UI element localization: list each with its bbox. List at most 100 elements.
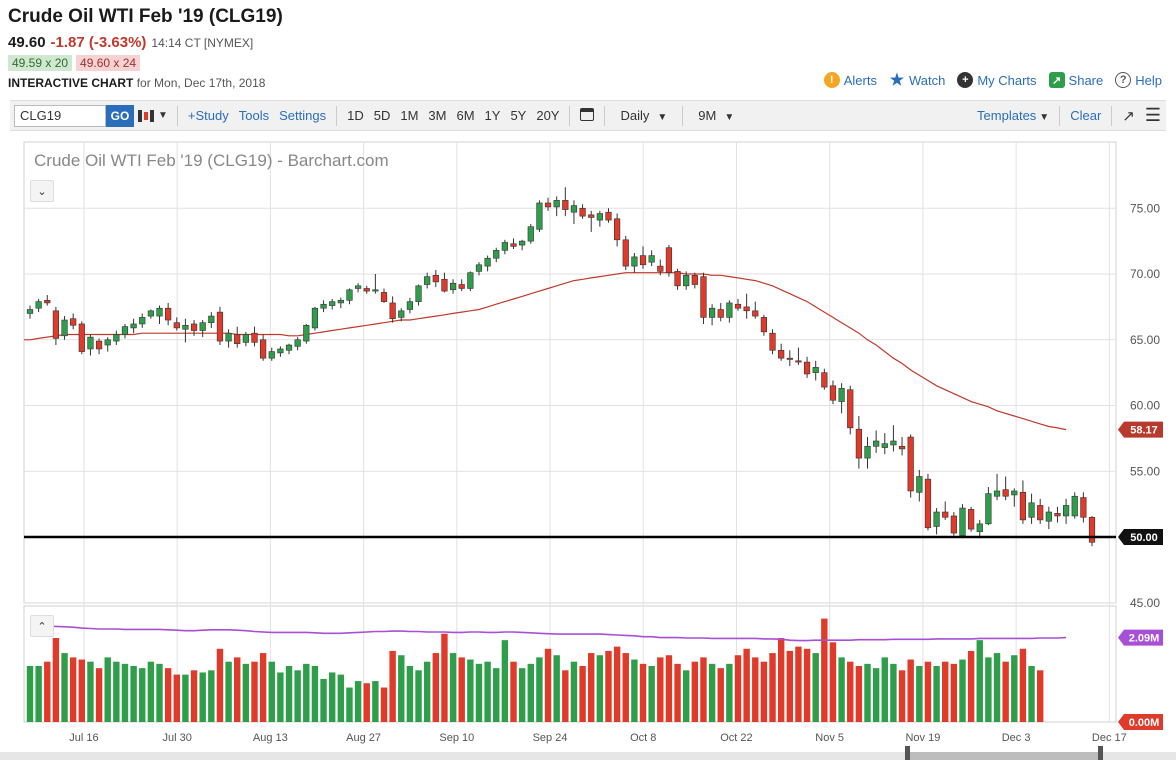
interval-select[interactable]: Daily ▼ bbox=[610, 108, 677, 123]
candle-body bbox=[415, 285, 422, 302]
expand-volume-button[interactable]: ⌃ bbox=[30, 615, 54, 637]
volume-bar bbox=[484, 661, 491, 722]
candle-body bbox=[156, 307, 163, 317]
candle bbox=[985, 487, 992, 526]
period-6m[interactable]: 6M bbox=[456, 108, 475, 123]
x-tick-label: Dec 17 bbox=[1092, 732, 1127, 744]
volume-bar bbox=[648, 666, 655, 722]
period-1y[interactable]: 1Y bbox=[484, 108, 501, 123]
collapse-chart-button[interactable]: ⌄ bbox=[30, 180, 54, 202]
alerts-link[interactable]: ! Alerts bbox=[823, 72, 877, 88]
templates-select[interactable]: Templates ▼ bbox=[972, 108, 1054, 123]
volume-bar bbox=[95, 668, 103, 722]
period-5d[interactable]: 5D bbox=[373, 108, 391, 123]
candle bbox=[467, 271, 474, 292]
candle-body bbox=[976, 523, 983, 533]
candle bbox=[354, 283, 362, 293]
period-3m[interactable]: 3M bbox=[428, 108, 447, 123]
candle-body bbox=[881, 443, 888, 448]
watch-link[interactable]: ★ Watch bbox=[889, 72, 946, 89]
candle bbox=[570, 200, 578, 225]
period-1m[interactable]: 1M bbox=[400, 108, 419, 123]
volume-bar bbox=[786, 650, 794, 722]
candle bbox=[1002, 476, 1009, 501]
go-button[interactable]: GO bbox=[106, 104, 134, 127]
volume-bar bbox=[795, 646, 802, 722]
calendar-button[interactable] bbox=[575, 107, 599, 124]
candle bbox=[553, 196, 560, 217]
candle bbox=[1062, 498, 1070, 524]
volume-bar bbox=[147, 661, 155, 722]
volume-bar bbox=[769, 653, 776, 722]
volume-bar bbox=[294, 670, 301, 722]
divider bbox=[176, 105, 178, 126]
expand-button[interactable]: ↗ bbox=[1117, 107, 1140, 125]
candle bbox=[898, 437, 906, 456]
period-20y[interactable]: 20Y bbox=[536, 108, 560, 123]
ma-flag-text: 58.17 bbox=[1130, 425, 1158, 437]
candle bbox=[968, 506, 975, 532]
candle bbox=[449, 279, 457, 294]
volume-bar bbox=[363, 683, 370, 722]
candle bbox=[631, 252, 638, 273]
volume-bar bbox=[838, 657, 845, 722]
candle-body bbox=[726, 302, 733, 318]
candle-body bbox=[432, 275, 439, 283]
x-tick-label: Oct 22 bbox=[720, 732, 752, 744]
volume-bar bbox=[682, 670, 690, 722]
candlestick-type-button[interactable]: ▼ bbox=[134, 109, 172, 122]
my-charts-link[interactable]: + My Charts bbox=[957, 72, 1037, 88]
time-scrollbar bbox=[0, 746, 1176, 760]
volume-bar bbox=[855, 666, 863, 722]
candle-body bbox=[752, 310, 759, 317]
period-1d[interactable]: 1D bbox=[347, 108, 364, 123]
volume-bar bbox=[1028, 666, 1035, 722]
candle bbox=[199, 320, 206, 338]
volume-bar bbox=[380, 687, 388, 722]
candle-body bbox=[380, 292, 388, 302]
reference-flag-shape bbox=[1118, 529, 1163, 545]
candle bbox=[665, 245, 673, 277]
chart-title: Crude Oil WTI Feb '19 (CLG19) - Barchart… bbox=[34, 151, 389, 170]
candle-body bbox=[898, 445, 906, 450]
candle-body bbox=[225, 332, 232, 342]
chart-grid bbox=[23, 141, 1117, 723]
volume-bar bbox=[1002, 661, 1009, 722]
volume-bar bbox=[544, 648, 552, 722]
candle-body bbox=[130, 323, 137, 329]
volume-bar bbox=[1019, 648, 1027, 722]
period-5y[interactable]: 5Y bbox=[510, 108, 527, 123]
candle-body bbox=[890, 440, 897, 446]
price-chart[interactable]: Crude Oil WTI Feb '19 (CLG19) - Barchart… bbox=[0, 132, 1176, 760]
volume-bar bbox=[579, 666, 586, 722]
volume-bar bbox=[398, 655, 405, 722]
candle bbox=[639, 246, 647, 269]
help-link[interactable]: ? Help bbox=[1115, 72, 1162, 88]
candle-body bbox=[639, 255, 647, 266]
clear-button[interactable]: Clear bbox=[1070, 108, 1102, 123]
candle-body bbox=[570, 205, 578, 213]
symbol-input[interactable] bbox=[14, 104, 106, 127]
quote-time: 14:14 CT [NYMEX] bbox=[151, 36, 254, 50]
volume-bar bbox=[959, 659, 966, 722]
candle-body bbox=[907, 436, 914, 492]
range-select[interactable]: 9M ▼ bbox=[688, 108, 744, 123]
candle-body bbox=[1028, 502, 1035, 518]
candle-body bbox=[631, 256, 638, 267]
menu-button[interactable]: ☰ bbox=[1140, 105, 1166, 126]
candle bbox=[950, 512, 957, 536]
scrollbar-track bbox=[0, 752, 1176, 760]
volume-bar bbox=[44, 661, 51, 722]
candle-body bbox=[700, 276, 707, 318]
study-button[interactable]: +Study bbox=[187, 108, 229, 123]
tools-button[interactable]: Tools bbox=[238, 108, 270, 123]
candle-body bbox=[864, 445, 871, 459]
share-link[interactable]: ↗ Share bbox=[1048, 72, 1103, 88]
candle-body bbox=[260, 339, 267, 359]
candle bbox=[544, 197, 552, 211]
price-axis: 75.00 70.00 65.00 60.00 55.00 50.00 45.00 bbox=[1130, 201, 1160, 610]
settings-button[interactable]: Settings bbox=[279, 108, 327, 123]
candle-body bbox=[717, 309, 724, 318]
divider bbox=[682, 105, 684, 126]
candle-body bbox=[674, 271, 681, 287]
